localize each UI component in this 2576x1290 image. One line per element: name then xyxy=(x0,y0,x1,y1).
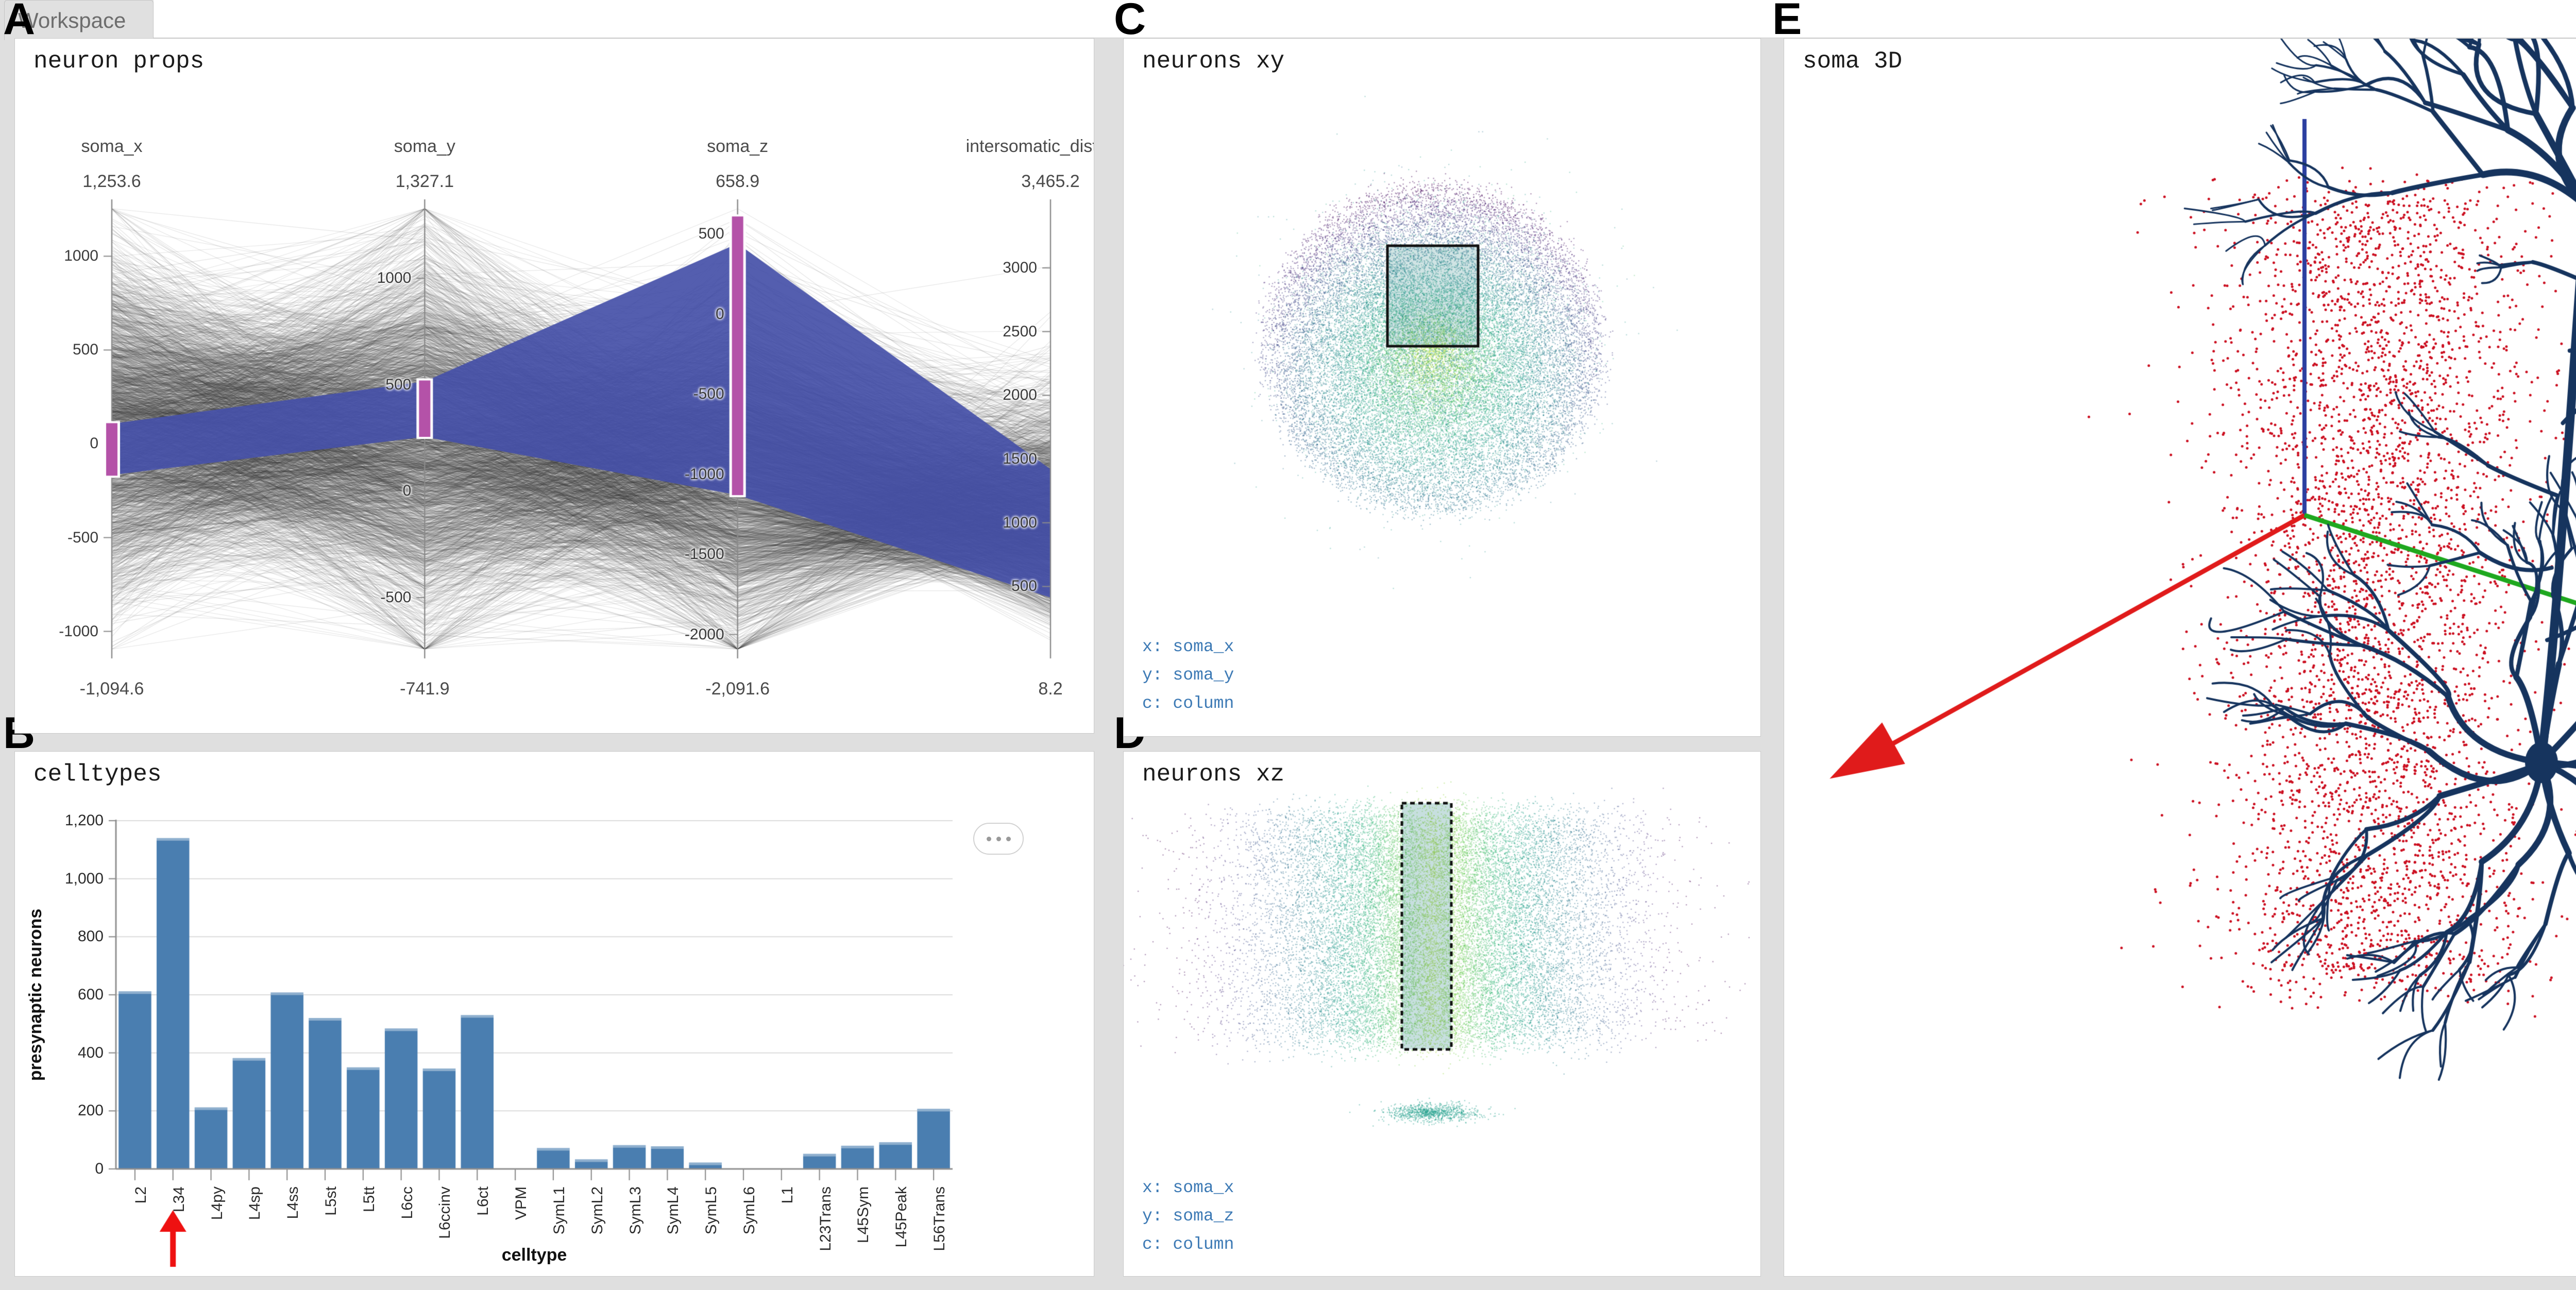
pc-axis-name-intersomatic_distance: intersomatic_distance xyxy=(965,137,1094,156)
pc-tick-intersomatic_distance-1500: 1500 xyxy=(1003,450,1037,468)
bar-x-axis-label: celltype xyxy=(501,1245,567,1265)
panel-celltypes: celltypes 02004006008001,0001,200L2L34L4… xyxy=(14,751,1094,1277)
menu-dot-icon xyxy=(1006,836,1011,841)
soma-3d-view[interactable] xyxy=(1784,39,2576,1276)
bar-xtick-L4py: L4py xyxy=(208,1186,226,1220)
pc-tick-soma_y-1000: 1000 xyxy=(377,269,412,287)
pc-tick-intersomatic_distance-2000: 2000 xyxy=(1003,386,1037,404)
bar-xtick-L23Trans: L23Trans xyxy=(817,1186,834,1251)
bar-xtick-L5st: L5st xyxy=(323,1186,340,1216)
pc-tick-soma_z--2000: -2000 xyxy=(684,625,724,643)
pc-axis-name-soma_y: soma_y xyxy=(394,137,455,156)
pc-axis-min-soma_z: -2,091.6 xyxy=(705,679,770,699)
panel-b-menu-button[interactable] xyxy=(973,823,1024,855)
bar-xtick-SymL3: SymL3 xyxy=(626,1186,644,1235)
pc-axis-max-intersomatic_distance: 3,465.2 xyxy=(1021,172,1080,191)
panel-d-encoding-c: c: column xyxy=(1142,1235,1234,1254)
pc-tick-soma_z--500: -500 xyxy=(693,385,724,403)
pc-tick-soma_x--1000: -1000 xyxy=(59,622,98,640)
pc-axis-min-intersomatic_distance: 8.2 xyxy=(1038,679,1063,699)
bar-xtick-L45Sym: L45Sym xyxy=(855,1186,872,1244)
bar-xtick-L2: L2 xyxy=(132,1186,149,1204)
pc-axis-name-soma_x: soma_x xyxy=(81,137,143,156)
pc-tick-intersomatic_distance-2500: 2500 xyxy=(1003,322,1037,340)
pc-tick-soma_y--500: -500 xyxy=(380,589,412,606)
bar-xtick-L45Peak: L45Peak xyxy=(893,1186,910,1248)
pc-tick-soma_x-500: 500 xyxy=(72,341,98,359)
panel-d-encoding-y: y: soma_z xyxy=(1142,1207,1234,1226)
bar-ytick-600: 600 xyxy=(77,986,104,1003)
pc-tick-soma_z-0: 0 xyxy=(715,305,724,322)
menu-dot-icon xyxy=(986,836,991,841)
bar-xtick-L34: L34 xyxy=(170,1186,188,1213)
bar-xtick-L5tt: L5tt xyxy=(360,1186,378,1213)
menu-dot-icon xyxy=(996,836,1001,841)
bar-xtick-SymL5: SymL5 xyxy=(703,1186,720,1235)
bar-xtick-VPM: VPM xyxy=(513,1186,530,1220)
pc-tick-intersomatic_distance-3000: 3000 xyxy=(1003,259,1037,277)
pc-tick-intersomatic_distance-1000: 1000 xyxy=(1003,514,1037,531)
pc-tick-intersomatic_distance-500: 500 xyxy=(1011,578,1037,595)
bar-xtick-L6ct: L6ct xyxy=(474,1186,492,1216)
pc-tick-soma_y-500: 500 xyxy=(385,376,412,393)
bar-xtick-L4ss: L4ss xyxy=(284,1186,302,1219)
pc-tick-soma_z-500: 500 xyxy=(698,225,724,243)
panel-letter-a: A xyxy=(3,0,36,44)
bar-ytick-1,200: 1,200 xyxy=(64,812,104,829)
bar-y-axis-label: presynaptic neurons xyxy=(26,908,45,1081)
pc-tick-soma_z--1500: -1500 xyxy=(684,546,724,563)
bar-xtick-L1: L1 xyxy=(778,1186,796,1204)
pc-tick-soma_x--500: -500 xyxy=(67,529,98,546)
panel-soma-3d: soma 3D xyxy=(1784,38,2576,1277)
neurons-xz-scatter[interactable] xyxy=(1124,752,1760,1276)
celltypes-bar-chart[interactable] xyxy=(15,752,1094,1276)
pc-axis-min-soma_x: -1,094.6 xyxy=(79,679,144,699)
pc-axis-min-soma_y: -741.9 xyxy=(400,679,450,699)
bar-xtick-SymL6: SymL6 xyxy=(741,1186,758,1235)
bar-xtick-SymL2: SymL2 xyxy=(588,1186,606,1235)
pc-axis-name-soma_z: soma_z xyxy=(707,137,769,156)
panel-letter-c: C xyxy=(1114,0,1146,44)
panel-letter-e: E xyxy=(1772,0,1802,44)
panel-d-encoding-x: x: soma_x xyxy=(1142,1178,1234,1197)
tab-bar: Workspace xyxy=(0,0,2576,40)
pc-axis-max-soma_z: 658.9 xyxy=(716,172,760,191)
panel-c-encoding-y: y: soma_y xyxy=(1142,666,1234,685)
panel-neurons-xz: neurons xz x: soma_x y: soma_z c: column xyxy=(1123,751,1761,1277)
bar-xtick-L6cc: L6cc xyxy=(398,1186,416,1219)
pc-tick-soma_z--1000: -1000 xyxy=(684,465,724,483)
bar-xtick-SymL1: SymL1 xyxy=(550,1186,568,1235)
pc-axis-max-soma_x: 1,253.6 xyxy=(82,172,141,191)
parallel-coordinates-plot[interactable] xyxy=(15,39,1094,733)
bar-ytick-0: 0 xyxy=(95,1160,104,1177)
bar-ytick-400: 400 xyxy=(77,1044,104,1061)
pc-axis-max-soma_y: 1,327.1 xyxy=(395,172,454,191)
bar-xtick-L4sp: L4sp xyxy=(246,1186,264,1220)
pc-tick-soma_x-1000: 1000 xyxy=(64,247,98,265)
bar-xtick-L6ccinv: L6ccinv xyxy=(436,1186,454,1239)
pc-tick-soma_y-0: 0 xyxy=(402,482,412,500)
panel-neuron-props: neuron props soma_x1,253.6-1,094.6100050… xyxy=(14,38,1094,734)
tab-bar-filler xyxy=(154,0,2576,38)
panel-neurons-xy: neurons xy x: soma_x y: soma_y c: column xyxy=(1123,38,1761,737)
panel-c-encoding-c: c: column xyxy=(1142,694,1234,713)
panel-c-encoding-x: x: soma_x xyxy=(1142,637,1234,656)
bar-ytick-800: 800 xyxy=(77,928,104,945)
bar-xtick-SymL4: SymL4 xyxy=(665,1186,682,1235)
bar-ytick-200: 200 xyxy=(77,1102,104,1119)
tab-workspace-label: Workspace xyxy=(18,8,126,32)
tab-workspace[interactable]: Workspace xyxy=(4,0,154,40)
bar-xtick-L56Trans: L56Trans xyxy=(931,1186,948,1251)
bar-ytick-1,000: 1,000 xyxy=(64,870,104,887)
neurons-xy-scatter[interactable] xyxy=(1124,39,1760,736)
pc-tick-soma_x-0: 0 xyxy=(90,435,98,452)
